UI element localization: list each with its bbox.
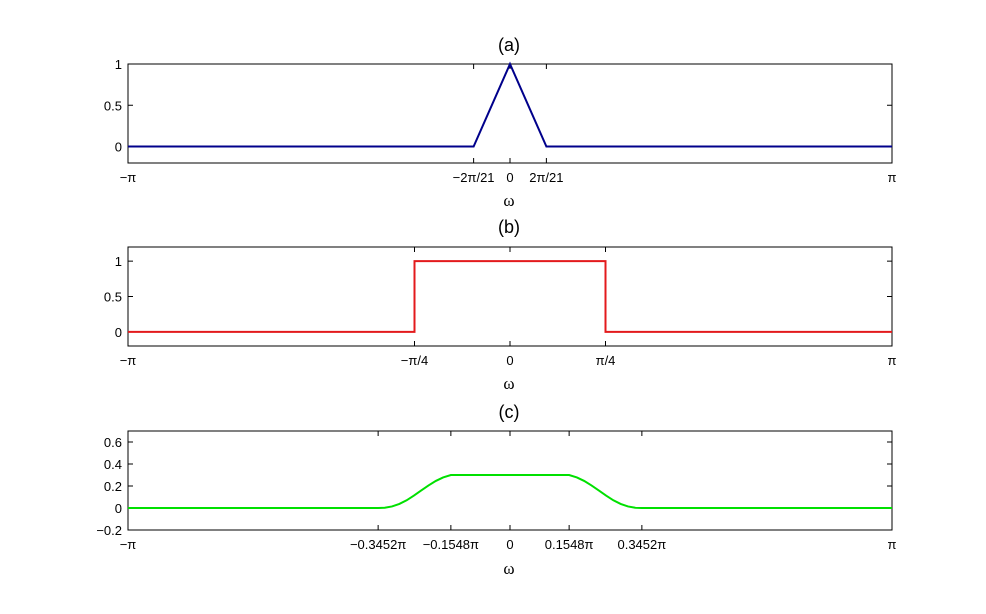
axes-frame: [127, 63, 893, 164]
x-axis: −π −2π/21 0 2π/21 π: [120, 64, 897, 185]
series-line: [128, 61, 892, 148]
subplot-title: (b): [498, 217, 520, 237]
x-axis-label: ω: [503, 559, 514, 578]
subplot-c: (c) −0.2 0 0.2 0.4 0.6 −π −0.3452π −0.1548π 0 0.…: [96, 402, 896, 578]
y-tick-label: −0.2: [96, 523, 122, 538]
x-tick-label: π/4: [596, 353, 616, 368]
subplot-b: (b) 0 0.5 1 −π −π/4 0 π/4 π ω: [104, 217, 897, 393]
y-tick-label: 0.5: [104, 290, 122, 305]
x-tick-label: π: [888, 170, 897, 185]
x-tick-label: −π: [120, 537, 137, 552]
y-axis: −0.2 0 0.2 0.4 0.6: [96, 435, 892, 538]
y-tick-label: 0.5: [104, 98, 122, 113]
subplot-a: (a) 0 0.5 1 −π −2π/21 0 2π/21 π ω: [104, 35, 897, 210]
plot-area: [128, 61, 892, 148]
plot-area: [128, 260, 892, 333]
x-axis-label: ω: [503, 374, 514, 393]
x-tick-label: π: [888, 353, 897, 368]
x-tick-label: 0: [506, 353, 513, 368]
plot-area: [128, 474, 892, 509]
series-line: [128, 260, 892, 333]
y-tick-label: 1: [115, 254, 122, 269]
y-tick-label: 0.4: [104, 457, 122, 472]
x-tick-label: 0: [506, 537, 513, 552]
x-axis-label: ω: [503, 191, 514, 210]
y-tick-label: 1: [115, 57, 122, 72]
x-tick-label: −0.1548π: [423, 537, 479, 552]
x-tick-label: −π: [120, 170, 137, 185]
y-tick-label: 0.2: [104, 479, 122, 494]
x-tick-label: −π: [120, 353, 137, 368]
y-tick-label: 0: [115, 325, 122, 340]
x-tick-label: 2π/21: [529, 170, 563, 185]
subplot-title: (c): [499, 402, 520, 422]
y-tick-label: 0: [115, 501, 122, 516]
y-tick-label: 0.6: [104, 435, 122, 450]
x-tick-label: 0.3452π: [617, 537, 666, 552]
series-line: [128, 474, 892, 509]
x-axis: −π −π/4 0 π/4 π: [120, 247, 897, 368]
x-tick-label: −π/4: [401, 353, 428, 368]
x-tick-label: −0.3452π: [350, 537, 406, 552]
subplot-title: (a): [498, 35, 520, 55]
x-axis: −π −0.3452π −0.1548π 0 0.1548π 0.3452π π: [120, 431, 897, 552]
x-tick-label: −2π/21: [453, 170, 495, 185]
y-tick-label: 0: [115, 140, 122, 155]
x-tick-label: 0.1548π: [545, 537, 594, 552]
x-tick-label: 0: [506, 170, 513, 185]
x-tick-label: π: [888, 537, 897, 552]
axes-frame: [127, 430, 893, 531]
